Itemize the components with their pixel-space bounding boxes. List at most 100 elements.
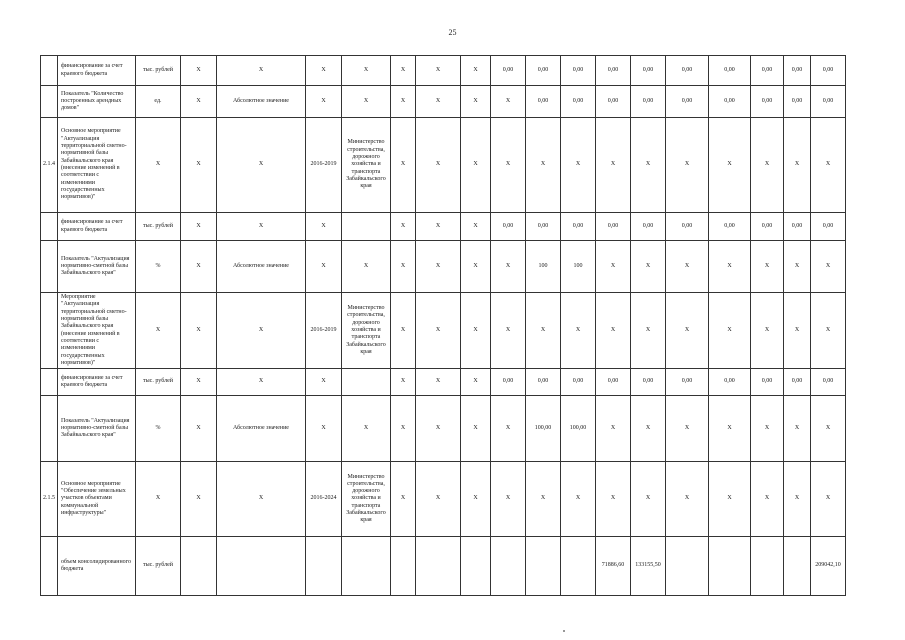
row-number-cell (40, 240, 58, 293)
value-cell: X (180, 461, 217, 538)
value-cell: X (415, 461, 461, 538)
value-cell: X (415, 240, 461, 293)
value-cell (180, 536, 217, 597)
value-cell: X (665, 240, 709, 293)
value-cell: X (525, 117, 561, 213)
value-cell: X (595, 240, 631, 293)
value-cell: Министерство строительства, дорожного хо… (341, 117, 391, 213)
value-cell: 0,00 (595, 85, 631, 118)
value-cell: 2016-2019 (305, 117, 342, 213)
value-cell: X (810, 240, 846, 293)
value-cell: X (630, 395, 666, 463)
value-cell: 0,00 (560, 212, 596, 241)
value-cell: X (630, 117, 666, 213)
value-cell: X (665, 291, 709, 370)
value-cell: X (490, 117, 526, 213)
value-cell: X (490, 85, 526, 118)
table-row: Показатель "Актуализация нормативно-смет… (40, 240, 846, 293)
value-cell: X (560, 461, 596, 538)
value-cell: 0,00 (708, 55, 751, 86)
value-cell: Министерство строительства, дорожного хо… (341, 461, 391, 538)
value-cell: X (630, 461, 666, 538)
value-cell: X (525, 291, 561, 370)
value-cell: X (708, 117, 751, 213)
value-cell: X (490, 291, 526, 370)
value-cell: X (460, 212, 491, 241)
value-cell: X (783, 240, 811, 293)
row-number-cell (40, 85, 58, 118)
value-cell: 0,00 (750, 85, 784, 118)
value-cell: X (665, 117, 709, 213)
value-cell: X (560, 117, 596, 213)
value-cell: 0,00 (708, 212, 751, 241)
value-cell: 0,00 (630, 368, 666, 397)
value-cell: Абсолютное значение (216, 240, 306, 293)
value-cell: X (135, 461, 181, 538)
value-cell: X (560, 291, 596, 370)
table-row: финансирование за счет краевого бюджета т… (40, 55, 846, 86)
value-cell (341, 536, 391, 597)
row-label-cell: Показатель "Актуализация нормативно-смет… (57, 395, 136, 463)
row-number-cell (40, 291, 58, 370)
value-cell: 0,00 (490, 55, 526, 86)
value-cell: X (216, 55, 306, 86)
value-cell: X (180, 368, 217, 397)
value-cell: X (708, 461, 751, 538)
value-cell: X (750, 240, 784, 293)
value-cell: X (216, 461, 306, 538)
value-cell: X (783, 461, 811, 538)
value-cell: 0,00 (665, 55, 709, 86)
value-cell: X (460, 85, 491, 118)
value-cell: 0,00 (595, 368, 631, 397)
value-cell: X (390, 117, 416, 213)
value-cell: 0,00 (560, 55, 596, 86)
value-cell: X (216, 291, 306, 370)
value-cell: X (665, 461, 709, 538)
value-cell: X (595, 117, 631, 213)
table-row: Мероприятие "Актуализация территориально… (40, 291, 846, 370)
value-cell: X (595, 395, 631, 463)
value-cell: 0,00 (665, 212, 709, 241)
value-cell: 0,00 (525, 55, 561, 86)
value-cell: X (415, 291, 461, 370)
value-cell: X (525, 461, 561, 538)
value-cell: X (460, 291, 491, 370)
value-cell (665, 536, 709, 597)
value-cell: X (390, 240, 416, 293)
value-cell (460, 536, 491, 597)
value-cell: X (390, 461, 416, 538)
value-cell: 0,00 (810, 85, 846, 118)
value-cell: тыс. рублей (135, 212, 181, 241)
value-cell: 100 (525, 240, 561, 293)
value-cell: X (216, 117, 306, 213)
value-cell: X (460, 240, 491, 293)
row-number-cell (40, 536, 58, 597)
value-cell: 0,00 (490, 368, 526, 397)
table-row: Показатель "Актуализация нормативно-смет… (40, 395, 846, 463)
value-cell: ед. (135, 85, 181, 118)
row-label-cell: финансирование за счет краевого бюджета (57, 212, 136, 241)
value-cell: 100 (560, 240, 596, 293)
value-cell (490, 536, 526, 597)
value-cell: 0,00 (810, 368, 846, 397)
value-cell (750, 536, 784, 597)
value-cell: X (810, 117, 846, 213)
value-cell: 0,00 (783, 85, 811, 118)
value-cell: X (750, 117, 784, 213)
value-cell: X (305, 368, 342, 397)
value-cell: Абсолютное значение (216, 395, 306, 463)
value-cell (341, 212, 391, 241)
value-cell: 0,00 (595, 55, 631, 86)
value-cell: X (460, 117, 491, 213)
row-number-cell: 2.1.5 (40, 461, 58, 538)
value-cell: тыс. рублей (135, 55, 181, 86)
value-cell: X (390, 368, 416, 397)
value-cell: 100,00 (560, 395, 596, 463)
value-cell: X (783, 291, 811, 370)
page-number: 25 (448, 28, 457, 37)
value-cell: X (460, 461, 491, 538)
value-cell: 2016-2019 (305, 291, 342, 370)
value-cell: 2016-2024 (305, 461, 342, 538)
value-cell: 0,00 (525, 368, 561, 397)
